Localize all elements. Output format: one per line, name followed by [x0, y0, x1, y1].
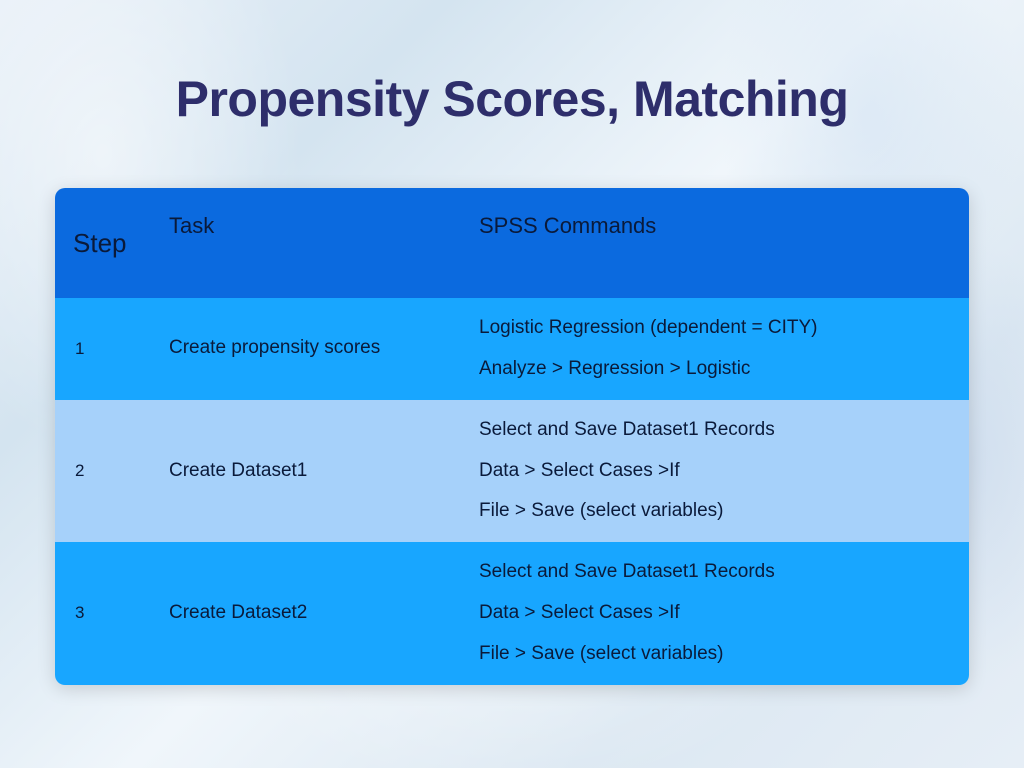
- command-line: File > Save (select variables): [479, 634, 969, 675]
- cell-step: 3: [55, 542, 155, 685]
- command-line: Select and Save Dataset1 Records: [479, 410, 969, 451]
- cell-commands: Select and Save Dataset1 RecordsData > S…: [465, 542, 969, 685]
- command-line: File > Save (select variables): [479, 491, 969, 532]
- cell-task: Create Dataset1: [155, 400, 465, 543]
- command-line: Data > Select Cases >If: [479, 451, 969, 492]
- col-header-commands: SPSS Commands: [465, 188, 969, 298]
- cell-step: 2: [55, 400, 155, 543]
- cell-task: Create Dataset2: [155, 542, 465, 685]
- table-header-row: Step Task SPSS Commands: [55, 188, 969, 298]
- table-row: 3Create Dataset2Select and Save Dataset1…: [55, 542, 969, 685]
- command-line: Logistic Regression (dependent = CITY): [479, 308, 969, 349]
- command-line: Select and Save Dataset1 Records: [479, 552, 969, 593]
- cell-commands: Logistic Regression (dependent = CITY)An…: [465, 298, 969, 400]
- table-row: 2Create Dataset1Select and Save Dataset1…: [55, 400, 969, 543]
- col-header-step: Step: [55, 188, 155, 298]
- command-line: Analyze > Regression > Logistic: [479, 349, 969, 390]
- page-title: Propensity Scores, Matching: [55, 70, 969, 128]
- cell-task: Create propensity scores: [155, 298, 465, 400]
- col-header-task: Task: [155, 188, 465, 298]
- table-row: 1Create propensity scoresLogistic Regres…: [55, 298, 969, 400]
- cell-commands: Select and Save Dataset1 RecordsData > S…: [465, 400, 969, 543]
- slide: Propensity Scores, Matching Step Task SP…: [0, 0, 1024, 768]
- steps-table: Step Task SPSS Commands 1Create propensi…: [55, 188, 969, 685]
- command-line: Data > Select Cases >If: [479, 593, 969, 634]
- table-body: 1Create propensity scoresLogistic Regres…: [55, 298, 969, 685]
- cell-step: 1: [55, 298, 155, 400]
